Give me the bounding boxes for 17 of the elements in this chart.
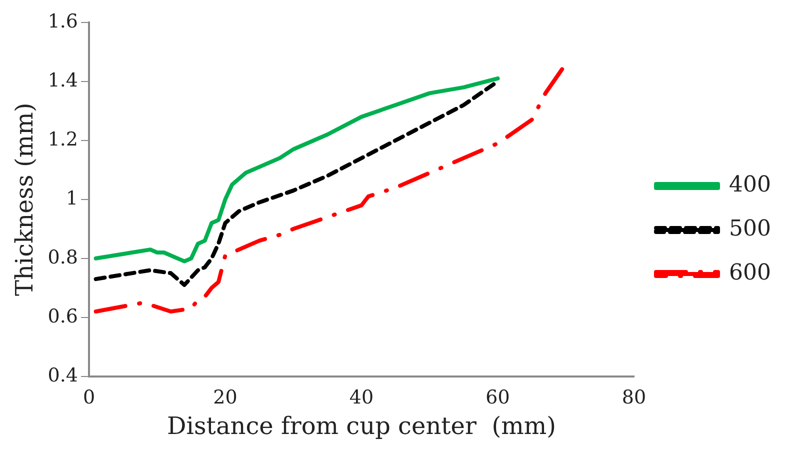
y-axis-title: Thickness (mm): [10, 102, 39, 296]
y-tick-label: 0.8: [48, 246, 78, 268]
y-tick-label: 0.4: [48, 364, 78, 386]
y-tick-label: 1: [66, 187, 78, 210]
x-tick-label: 20: [213, 386, 238, 409]
legend-label: 400: [729, 172, 772, 198]
x-tick-label: 60: [486, 386, 510, 409]
x-tick-label: 40: [349, 386, 374, 409]
y-tick-label: 0.6: [48, 305, 78, 328]
y-tick-label: 1.2: [48, 128, 78, 150]
x-tick-label: 0: [82, 386, 96, 409]
legend-label: 600: [729, 260, 772, 286]
y-tick-label: 1.6: [48, 10, 78, 32]
legend-label: 500: [729, 216, 772, 242]
x-tick-label: 80: [622, 386, 646, 409]
x-axis-title: Distance from cup center (mm): [167, 412, 556, 440]
y-tick-label: 1.4: [48, 69, 78, 92]
